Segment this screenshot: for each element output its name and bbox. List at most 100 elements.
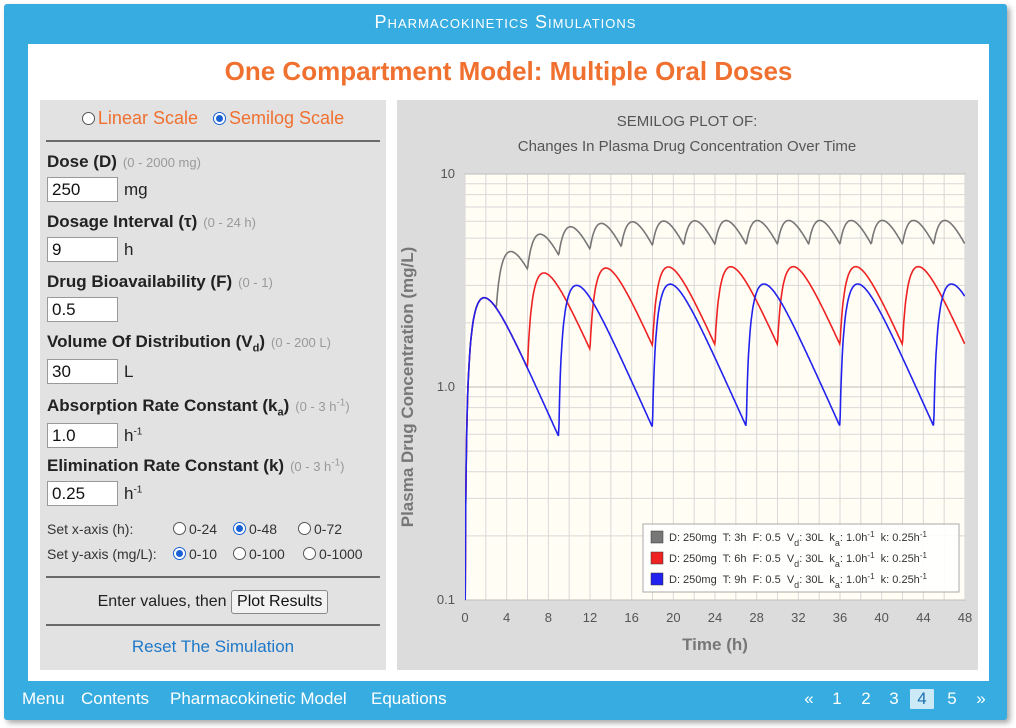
y-tick-label: 1.0 <box>437 379 455 394</box>
y-axis-label: Plasma Drug Concentration (mg/L) <box>398 247 417 528</box>
y-option-label: 0-10 <box>189 546 218 562</box>
x-axis-option-0[interactable]: 0-24 <box>173 521 217 537</box>
y-axis-setting: Set y-axis (mg/L): 0-10 0-100 0-1000 <box>47 546 363 562</box>
legend-swatch <box>650 572 664 586</box>
bioavailability-input[interactable]: 0.5 <box>47 297 118 322</box>
nav-menu-link[interactable]: Menu <box>22 689 65 708</box>
elimination-rate-range: (0 - 3 h-1) <box>290 457 345 474</box>
bottom-nav: Menu Contents Pharmacokinetic Model Equa… <box>4 686 1007 714</box>
y-axis-option-2[interactable]: 0-1000 <box>303 546 363 562</box>
page-1-link[interactable]: 1 <box>832 689 842 708</box>
page-4-link[interactable]: 4 <box>910 689 934 709</box>
legend-swatch <box>650 551 664 565</box>
dose-unit: mg <box>124 179 148 199</box>
legend-swatch <box>650 530 664 544</box>
semilog-radio-icon[interactable] <box>213 112 227 125</box>
volume-distribution-input[interactable]: 30 <box>47 359 118 385</box>
x-tick-label: 44 <box>916 610 930 625</box>
plot-results-button[interactable]: Plot Results <box>231 590 329 614</box>
dosage-interval-range: (0 - 24 h) <box>203 215 256 230</box>
y-tick-label: 0.1 <box>437 592 455 607</box>
app-title: Pharmacokinetics Simulations <box>374 12 637 32</box>
volume-distribution-label: Volume Of Distribution (Vd) (0 - 200 L) <box>47 332 331 355</box>
legend-entry: D: 250mg T: 6h F: 0.5 Vd: 30L ka: 1.0h-1… <box>669 551 927 570</box>
divider <box>46 140 380 142</box>
y-radio-2-icon[interactable] <box>303 547 316 560</box>
linear-scale-label: Linear Scale <box>97 108 198 128</box>
page-2-link[interactable]: 2 <box>861 689 871 708</box>
x-axis-setting-label: Set x-axis (h): <box>47 521 134 537</box>
legend-box <box>642 523 960 593</box>
dose-input[interactable]: 250 <box>47 177 118 202</box>
next-page-button[interactable]: » <box>976 689 986 708</box>
x-tick-label: 12 <box>583 610 597 625</box>
x-axis-option-2[interactable]: 0-72 <box>298 521 342 537</box>
nav-contents-link[interactable]: Contents <box>81 689 150 708</box>
plot-prompt: Enter values, then <box>97 593 227 610</box>
semilog-scale-label: Semilog Scale <box>229 108 345 128</box>
y-axis-option-0[interactable]: 0-10 <box>173 546 217 562</box>
dosage-interval-unit: h <box>124 239 134 259</box>
elimination-rate-unit: h-1 <box>124 483 143 503</box>
x-option-label: 0-24 <box>189 521 218 537</box>
chart-title: SEMILOG PLOT OF: <box>617 113 758 130</box>
x-radio-1-icon[interactable] <box>233 522 246 535</box>
chart-panel: SEMILOG PLOT OF: Changes In Plasma Drug C… <box>397 100 978 670</box>
x-tick-label: 24 <box>708 610 722 625</box>
dosage-interval-input[interactable]: 9 <box>47 237 118 262</box>
absorption-rate-range: (0 - 3 h-1) <box>295 397 350 414</box>
absorption-rate-label: Absorption Rate Constant (ka) (0 - 3 h-1) <box>47 396 350 419</box>
controls-panel: Linear Scale Semilog Scale Dose (D) (0 - … <box>40 100 386 670</box>
absorption-rate-input[interactable]: 1.0 <box>47 423 118 449</box>
series-line-1 <box>465 265 965 600</box>
x-tick-label: 28 <box>749 610 763 625</box>
y-axis-option-1[interactable]: 0-100 <box>233 546 285 562</box>
linear-scale-option[interactable]: Linear Scale <box>81 108 198 128</box>
y-radio-1-icon[interactable] <box>233 547 246 560</box>
pk-chart: SEMILOG PLOT OF: Changes In Plasma Drug C… <box>398 113 972 654</box>
y-option-label: 0-1000 <box>319 546 363 562</box>
page-5-link[interactable]: 5 <box>947 689 957 708</box>
x-radio-2-icon[interactable] <box>298 522 311 535</box>
page-3-link[interactable]: 3 <box>889 689 899 708</box>
scale-selector: Linear Scale Semilog Scale <box>40 108 386 129</box>
x-tick-label: 0 <box>461 610 468 625</box>
linear-radio-icon[interactable] <box>81 112 95 125</box>
x-axis-option-1[interactable]: 0-48 <box>233 521 277 537</box>
bioavailability-field: Drug Bioavailability (F) (0 - 1) 0.5 <box>47 272 387 322</box>
absorption-rate-field: Absorption Rate Constant (ka) (0 - 3 h-1)… <box>47 396 387 449</box>
semilog-scale-option[interactable]: Semilog Scale <box>213 108 344 128</box>
x-tick-label: 48 <box>958 610 972 625</box>
nav-equations-link[interactable]: Equations <box>371 689 447 708</box>
x-tick-label: 40 <box>874 610 888 625</box>
plot-row: Enter values, then Plot Results <box>40 590 386 614</box>
series-line-2 <box>465 283 965 600</box>
x-tick-label: 20 <box>666 610 680 625</box>
x-tick-label: 4 <box>503 610 510 625</box>
x-option-label: 0-48 <box>249 521 278 537</box>
x-tick-label: 32 <box>791 610 805 625</box>
elimination-rate-input[interactable]: 0.25 <box>47 481 118 506</box>
dosage-interval-field: Dosage Interval (τ) (0 - 24 h) 9 h <box>47 212 387 262</box>
main-content: One Compartment Model: Multiple Oral Dos… <box>28 44 989 681</box>
dosage-interval-label: Dosage Interval (τ) (0 - 24 h) <box>47 212 256 231</box>
y-radio-0-icon[interactable] <box>173 547 186 560</box>
page-title: One Compartment Model: Multiple Oral Dos… <box>224 56 793 86</box>
volume-distribution-range: (0 - 200 L) <box>270 335 331 350</box>
x-axis-setting: Set x-axis (h): 0-24 0-48 0-72 <box>47 521 342 537</box>
divider <box>46 576 380 578</box>
chart-subtitle: Changes In Plasma Drug Concentration Ove… <box>518 138 857 155</box>
dose-range: (0 - 2000 mg) <box>122 155 201 170</box>
x-tick-label: 8 <box>545 610 552 625</box>
x-radio-0-icon[interactable] <box>173 522 186 535</box>
elimination-rate-field: Elimination Rate Constant (k) (0 - 3 h-1)… <box>47 456 387 506</box>
prev-page-button[interactable]: « <box>804 689 814 708</box>
y-axis-setting-label: Set y-axis (mg/L): <box>47 546 157 562</box>
x-axis-label: Time (h) <box>682 635 748 654</box>
legend-entry: D: 250mg T: 9h F: 0.5 Vd: 30L ka: 1.0h-1… <box>669 572 927 591</box>
nav-model-link[interactable]: Pharmacokinetic Model <box>170 689 347 708</box>
reset-simulation-link[interactable]: Reset The Simulation <box>131 637 295 656</box>
y-tick-label: 10 <box>441 166 455 181</box>
volume-distribution-unit: L <box>124 361 134 381</box>
dose-field: Dose (D) (0 - 2000 mg) 250 mg <box>47 152 387 202</box>
